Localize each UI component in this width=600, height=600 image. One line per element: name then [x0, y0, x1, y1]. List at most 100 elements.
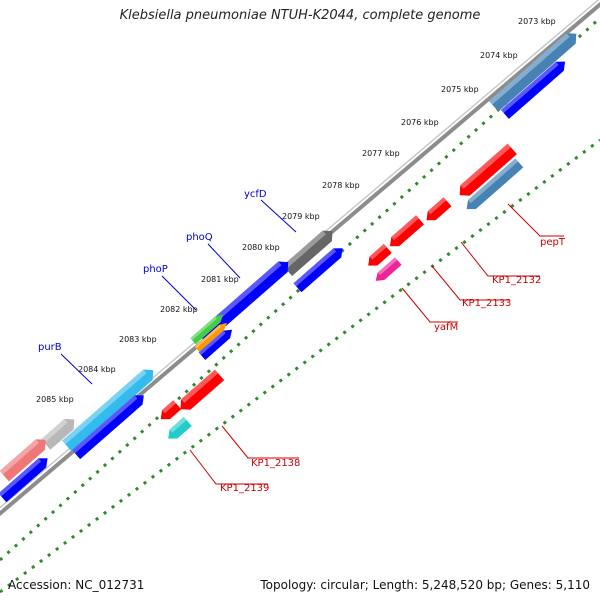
leader-KP1_2138 — [221, 425, 299, 459]
scale-tick-label: 2077 kbp — [362, 149, 400, 158]
gene-block-red-tiny — [160, 400, 182, 420]
gene-block-top-steelblue-body — [489, 33, 577, 112]
gene-block-blue-purB — [72, 395, 144, 460]
gene-block-pepT-blue — [466, 158, 524, 210]
gene-block-grey-body — [41, 418, 75, 450]
gene-block-KP1_2133-shine — [391, 215, 419, 241]
gene-block-top-blue — [500, 61, 566, 119]
gene-block-small-blue-shine — [198, 330, 226, 356]
gene-label-phoP: phoP — [143, 264, 168, 275]
gene-block-bottom-blue — [0, 458, 48, 503]
gene-block-bottom-blue-body — [0, 458, 48, 503]
gene-block-KP1_2138 — [180, 369, 225, 410]
gene-block-red-tiny-body — [160, 400, 182, 420]
gene-block-bottom-blue-shine — [0, 458, 42, 497]
accession-label: Accession: NC_012731 — [8, 578, 145, 592]
gene-block-top-blue-2-body — [293, 248, 343, 293]
scale-tick-label: 2074 kbp — [480, 51, 518, 60]
scale-tick-label: 2073 kbp — [518, 17, 556, 26]
gene-block-KP1_2139-body — [168, 416, 192, 439]
gene-block-pink-shine — [0, 439, 40, 475]
leader-KP1_2133 — [431, 265, 510, 301]
gene-block-purB — [62, 369, 154, 452]
gene-block-yafM-shine — [377, 257, 398, 276]
leader-pepT — [507, 203, 564, 237]
gene-block-ycfD-shine — [282, 230, 326, 270]
gene-label-yafM: yafM — [434, 322, 458, 333]
gene-block-small-blue-body — [198, 329, 233, 360]
scale-tick-label: 2082 kbp — [160, 305, 198, 314]
gene-block-pepT-blue-body — [466, 158, 524, 210]
gene-block-KP1_2133 — [389, 215, 424, 247]
gene-block-red-small-shine — [369, 243, 387, 260]
scale-tick-label: 2080 kbp — [242, 243, 280, 252]
gene-block-pink-body — [0, 439, 46, 482]
gene-label-KP1_2133: KP1_2133 — [462, 298, 511, 309]
gene-block-ycfD-body — [282, 230, 333, 277]
leader-KP1_2139 — [189, 449, 268, 485]
gene-block-pepT-blue-shine — [467, 158, 519, 204]
leader-purB — [60, 353, 93, 385]
map-title: Klebsiella pneumoniae NTUH-K2044, comple… — [119, 8, 481, 23]
gene-block-top-blue-2 — [293, 248, 343, 293]
genome-stats: Topology: circular; Length: 5,248,520 bp… — [260, 578, 590, 592]
gene-block-red-small — [368, 243, 392, 266]
gene-block-top-blue-body — [500, 61, 566, 119]
gene-label-KP1_2138: KP1_2138 — [251, 458, 300, 469]
gene-block-KP1_2132 — [426, 197, 452, 221]
gene-label-pepT: pepT — [540, 237, 566, 248]
gene-label-purB: purB — [38, 342, 62, 353]
leader-ycfD — [260, 199, 297, 233]
gene-label-KP1_2132: KP1_2132 — [492, 275, 541, 286]
gene-block-red-small-body — [368, 243, 392, 266]
gene-block-blue-purB-body — [72, 395, 144, 460]
gene-label-phoQ: phoQ — [186, 232, 213, 243]
gene-block-phoP-body — [190, 314, 224, 345]
gene-block-small-blue — [198, 329, 233, 360]
gene-label-ycfD: ycfD — [244, 189, 267, 200]
gene-block-top-blue-2-shine — [293, 248, 337, 287]
gene-block-top-steelblue — [489, 33, 577, 112]
gene-block-phoP — [190, 314, 224, 345]
gene-block-blue-purB-shine — [72, 395, 138, 454]
gene-block-phoP-shine — [190, 316, 217, 341]
gene-block-KP1_2138-body — [180, 369, 225, 410]
gene-block-pepT-shine — [460, 143, 511, 189]
gene-block-orange-body — [194, 322, 228, 352]
gene-block-KP1_2139 — [168, 416, 192, 439]
scale-tick-label: 2081 kbp — [201, 275, 239, 284]
gene-block-grey-shine — [41, 418, 68, 443]
leader-yafM — [401, 287, 458, 323]
gene-block-KP1_2132-shine — [427, 197, 447, 215]
gene-label-KP1_2139: KP1_2139 — [220, 483, 269, 494]
leader-phoQ — [207, 243, 241, 279]
gene-block-top-steelblue-shine — [489, 33, 570, 105]
scale-tick-label: 2083 kbp — [119, 335, 157, 344]
gene-block-red-tiny-shine — [162, 400, 177, 414]
gene-block-orange — [194, 322, 228, 352]
gene-block-pepT — [459, 143, 517, 196]
gene-block-pepT-body — [459, 143, 517, 196]
leader-KP1_2132 — [460, 241, 540, 277]
scale-tick-label: 2078 kbp — [322, 181, 360, 190]
gene-block-KP1_2138-shine — [181, 369, 219, 403]
scale-tick-label: 2079 kbp — [282, 212, 320, 221]
gene-block-top-blue-shine — [500, 61, 559, 114]
scale-tick-label: 2085 kbp — [36, 395, 74, 404]
gene-block-pink — [0, 439, 46, 482]
gene-block-purB-body — [62, 369, 154, 452]
gene-block-KP1_2133-body — [389, 215, 424, 247]
gene-block-KP1_2139-shine — [169, 416, 187, 433]
scale-tick-label: 2075 kbp — [441, 85, 479, 94]
gene-block-orange-shine — [194, 324, 222, 349]
gene-block-purB-shine — [62, 369, 147, 445]
scale-tick-label: 2076 kbp — [401, 118, 439, 127]
gene-block-KP1_2132-body — [426, 197, 452, 221]
leader-phoP — [161, 275, 197, 311]
gene-block-grey — [41, 418, 75, 450]
scale-tick-label: 2084 kbp — [78, 365, 116, 374]
gene-block-ycfD — [282, 230, 333, 277]
gene-block-yafM — [375, 257, 402, 281]
